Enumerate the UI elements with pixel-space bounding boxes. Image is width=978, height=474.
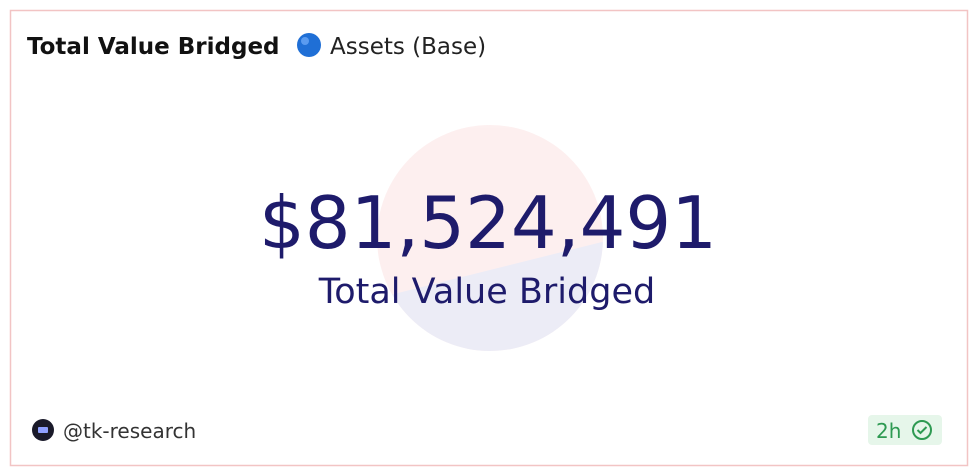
- avatar-mark: [38, 427, 48, 433]
- check-icon: [912, 420, 932, 440]
- watermark-bottom: [377, 240, 603, 351]
- widget-title: Total Value Bridged: [27, 34, 280, 60]
- counter-value: $81,524,491: [259, 181, 717, 265]
- author-name[interactable]: @tk-research: [63, 419, 196, 443]
- blue-dot-shine: [301, 37, 309, 45]
- check-mark: [916, 426, 928, 435]
- age-badge: [868, 415, 942, 445]
- widget-subtitle: Assets (Base): [330, 34, 486, 60]
- counter-label: Total Value Bridged: [318, 272, 655, 312]
- watermark: [377, 125, 603, 351]
- blue-dot-icon: [297, 33, 321, 57]
- age-label: 2h: [876, 419, 901, 443]
